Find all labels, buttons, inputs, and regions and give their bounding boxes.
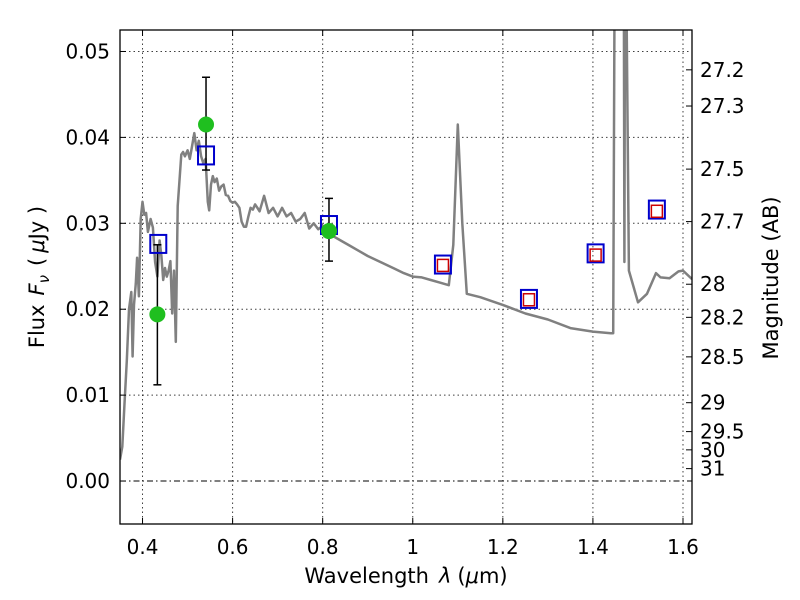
magnitude-tick-label: 29.5 bbox=[700, 420, 745, 444]
y-tick-label: 0.05 bbox=[65, 39, 110, 63]
x-tick-label: 1 bbox=[406, 535, 419, 559]
observed-flux-point bbox=[198, 116, 215, 133]
model-photometry-square bbox=[149, 233, 168, 254]
data-markers bbox=[149, 76, 666, 386]
model-photometry-square bbox=[586, 243, 605, 264]
red-photometry-square bbox=[650, 204, 664, 219]
x-tick-label: 0.6 bbox=[217, 535, 249, 559]
x-tick-label: 1.6 bbox=[667, 535, 699, 559]
y-tick-label: 0.01 bbox=[65, 383, 110, 407]
grid bbox=[120, 30, 692, 524]
magnitude-tick-label: 27.3 bbox=[700, 94, 745, 118]
y-tick-label: 0.00 bbox=[65, 469, 110, 493]
y-tick-label: 0.03 bbox=[65, 211, 110, 235]
red-photometry-square bbox=[589, 248, 602, 262]
y-axis-title: FluxFν(μJy ) bbox=[25, 206, 53, 348]
magnitude-tick-label: 27.5 bbox=[700, 157, 745, 181]
y-tick-label: 0.02 bbox=[65, 297, 110, 321]
x-tick-label: 1.2 bbox=[487, 535, 519, 559]
x-axis-title: Wavelength λ (μm) bbox=[304, 564, 507, 588]
magnitude-tick-label: 31 bbox=[700, 457, 725, 481]
x-tick-label: 1.4 bbox=[577, 535, 609, 559]
magnitude-tick-label: 28.5 bbox=[700, 345, 745, 369]
magnitude-axis-title: Magnitude (AB) bbox=[759, 196, 783, 359]
y-axis-ticks: 0.00 0.01 0.02 0.03 0.04 0.05 bbox=[65, 39, 126, 493]
observed-flux-point bbox=[320, 223, 337, 240]
magnitude-tick-label: 29 bbox=[700, 391, 725, 415]
model-photometry-square bbox=[647, 199, 666, 220]
y-tick-label: 0.04 bbox=[65, 125, 110, 149]
red-photometry-square bbox=[522, 293, 536, 307]
magnitude-tick-label: 30 bbox=[700, 438, 725, 462]
x-tick-label: 0.8 bbox=[307, 535, 339, 559]
model-photometry-square bbox=[519, 288, 538, 309]
magnitude-tick-label: 27.2 bbox=[700, 58, 745, 82]
x-tick-label: 0.4 bbox=[127, 535, 159, 559]
model-photometry-square bbox=[197, 145, 216, 166]
red-photometry-square bbox=[436, 258, 450, 273]
model-sed-line bbox=[120, 30, 692, 460]
plot-frame bbox=[119, 29, 693, 525]
x-axis-ticks: 0.4 0.6 0.8 1 1.2 1.4 1.6 bbox=[127, 30, 699, 559]
magnitude-tick-label: 28.2 bbox=[700, 305, 745, 329]
observed-flux-point bbox=[149, 306, 166, 323]
magnitude-tick-label: 27.7 bbox=[700, 210, 745, 234]
model-photometry-square bbox=[433, 254, 452, 275]
magnitude-tick-label: 28 bbox=[700, 272, 725, 296]
